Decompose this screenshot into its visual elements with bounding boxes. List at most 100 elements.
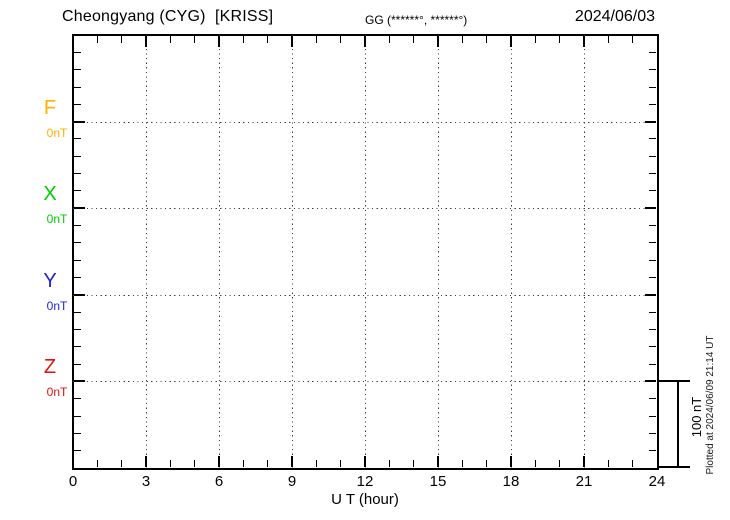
x-tick-top xyxy=(437,36,439,47)
x-tick-top xyxy=(145,36,147,47)
y-tick-right xyxy=(649,103,656,105)
y-tick-right xyxy=(649,432,656,434)
y-tick-right xyxy=(649,311,656,313)
y-tick-left xyxy=(74,86,81,88)
x-tick-top xyxy=(510,36,512,47)
scale-bar-top-cap xyxy=(657,380,690,383)
y-tick-right xyxy=(649,86,656,88)
component-label-Y: Y xyxy=(43,269,57,292)
y-tick-right xyxy=(645,207,656,210)
x-tick-top xyxy=(364,36,366,47)
x-tick-bottom xyxy=(486,460,488,467)
observation-date: 2024/06/03 xyxy=(574,8,655,25)
v-gridline-18h xyxy=(511,35,512,468)
y-tick-left xyxy=(74,363,81,365)
x-tick-label-3: 3 xyxy=(141,473,151,490)
x-tick-bottom xyxy=(461,460,463,467)
y-tick-left xyxy=(74,120,85,123)
x-tick-top xyxy=(340,36,342,43)
x-tick-label-12: 12 xyxy=(356,473,374,490)
y-tick-right xyxy=(649,190,656,192)
x-tick-label-18: 18 xyxy=(502,473,520,490)
v-gridline-3h xyxy=(146,35,147,468)
y-tick-left xyxy=(74,380,85,383)
x-tick-bottom xyxy=(267,460,269,467)
x-tick-bottom xyxy=(413,460,415,467)
x-tick-bottom xyxy=(388,460,390,467)
scale-bar-bottom-cap xyxy=(657,466,690,468)
y-tick-right xyxy=(649,450,656,452)
x-tick-bottom xyxy=(145,456,147,467)
x-tick-top xyxy=(96,36,98,43)
y-tick-right xyxy=(649,415,656,417)
x-tick-label-21: 21 xyxy=(575,473,593,490)
v-gridline-15h xyxy=(438,35,439,468)
h-gridline-X xyxy=(73,208,657,210)
x-tick-top xyxy=(413,36,415,43)
v-gridline-9h xyxy=(292,35,293,468)
x-tick-top xyxy=(242,36,244,43)
x-tick-bottom xyxy=(218,456,220,467)
y-tick-right xyxy=(645,120,656,123)
y-tick-left xyxy=(74,225,81,226)
y-tick-left xyxy=(74,311,81,313)
y-tick-left xyxy=(74,155,81,157)
v-gridline-6h xyxy=(219,35,220,468)
v-gridline-12h xyxy=(365,35,366,468)
y-tick-left xyxy=(74,138,81,140)
x-tick-bottom xyxy=(340,460,342,467)
x-tick-bottom xyxy=(291,456,293,467)
component-baseline-value-Z: 0nT xyxy=(46,385,68,400)
y-tick-right xyxy=(645,380,656,383)
component-baseline-value-X: 0nT xyxy=(46,212,68,227)
x-tick-top xyxy=(461,36,463,43)
x-tick-bottom xyxy=(194,460,196,467)
x-tick-bottom xyxy=(534,460,536,467)
y-tick-left xyxy=(74,259,81,261)
y-tick-left xyxy=(74,190,81,192)
x-tick-top xyxy=(194,36,196,43)
component-baseline-value-F: 0nT xyxy=(46,125,68,140)
x-tick-top xyxy=(534,36,536,43)
scale-bar-label: 100 nT xyxy=(689,396,704,438)
h-gridline-Z xyxy=(73,381,657,383)
y-tick-right xyxy=(649,155,656,157)
y-tick-right xyxy=(649,242,656,244)
y-tick-right xyxy=(649,138,656,140)
x-tick-label-15: 15 xyxy=(429,473,447,490)
x-tick-label-9: 9 xyxy=(287,473,297,490)
y-tick-left xyxy=(74,398,81,400)
x-tick-top xyxy=(218,36,220,47)
y-tick-left xyxy=(74,173,81,175)
component-baseline-value-Y: 0nT xyxy=(46,298,68,313)
y-tick-left xyxy=(74,277,81,278)
y-tick-left xyxy=(74,242,81,244)
component-label-Z: Z xyxy=(43,356,57,379)
y-tick-right xyxy=(649,277,656,278)
x-tick-top xyxy=(267,36,269,43)
x-tick-bottom xyxy=(242,460,244,467)
y-tick-right xyxy=(649,173,656,175)
x-tick-bottom xyxy=(559,460,561,467)
y-tick-left xyxy=(74,51,81,53)
x-tick-top xyxy=(486,36,488,43)
station-title: Cheongyang (CYG) [KRISS] xyxy=(62,8,274,25)
v-gridline-21h xyxy=(584,35,585,468)
x-tick-label-0: 0 xyxy=(68,473,78,490)
y-tick-left xyxy=(74,328,81,330)
y-tick-left xyxy=(74,69,81,71)
geographic-coordinates-label: GG (******°, ******°) xyxy=(365,13,468,27)
x-tick-bottom xyxy=(607,460,609,467)
x-tick-label-24: 24 xyxy=(648,473,666,490)
y-tick-right xyxy=(649,363,656,365)
y-tick-left xyxy=(74,415,81,417)
y-tick-left xyxy=(74,346,81,348)
x-tick-top xyxy=(315,36,317,43)
x-tick-top xyxy=(291,36,293,47)
y-tick-right xyxy=(649,398,656,400)
y-tick-right xyxy=(649,225,656,226)
scale-bar-line xyxy=(677,381,679,468)
x-tick-label-6: 6 xyxy=(214,473,224,490)
y-tick-right xyxy=(649,346,656,348)
